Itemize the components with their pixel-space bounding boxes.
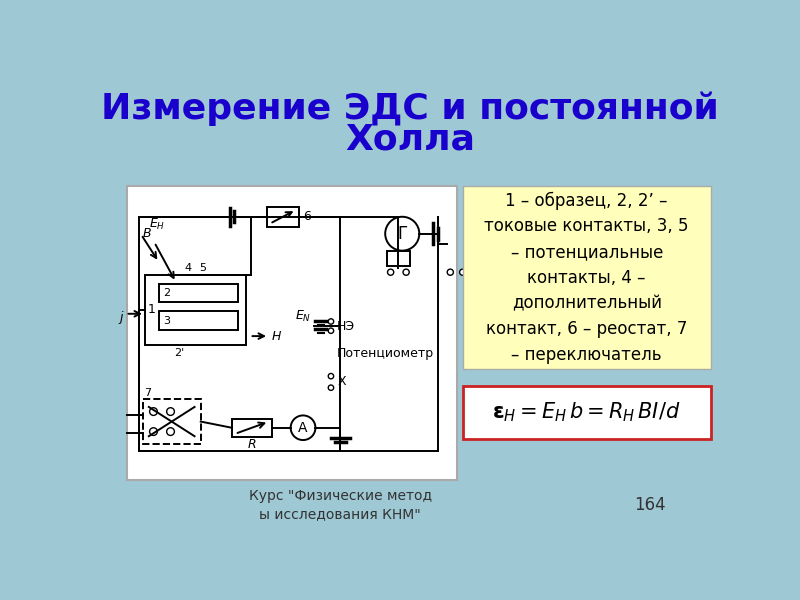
Text: 164: 164 (634, 496, 666, 514)
Text: Потенциометр: Потенциометр (337, 347, 434, 359)
Text: 7: 7 (144, 388, 151, 398)
Circle shape (166, 428, 174, 436)
Circle shape (386, 217, 419, 251)
Text: $E_N$: $E_N$ (295, 310, 311, 325)
Text: 4: 4 (184, 263, 191, 274)
Circle shape (459, 269, 466, 275)
Text: 6: 6 (303, 210, 311, 223)
Text: 1: 1 (148, 304, 156, 316)
Text: H: H (271, 329, 281, 343)
Text: Холла: Холла (345, 123, 475, 157)
Circle shape (387, 269, 394, 275)
Text: Курс "Физические метод
ы исследования КНМ": Курс "Физические метод ы исследования КН… (249, 488, 432, 521)
Text: 3: 3 (163, 316, 170, 326)
Bar (232, 419, 272, 437)
Text: Измерение ЭДС и постоянной: Измерение ЭДС и постоянной (101, 92, 719, 126)
Circle shape (447, 269, 454, 275)
Circle shape (328, 385, 334, 391)
Bar (127, 186, 457, 480)
Text: НЭ: НЭ (337, 320, 355, 332)
Bar (145, 275, 246, 346)
Text: R: R (247, 438, 256, 451)
Text: Х: Х (337, 375, 346, 388)
Circle shape (328, 373, 334, 379)
Circle shape (166, 408, 174, 415)
Circle shape (150, 408, 158, 415)
Circle shape (328, 328, 334, 334)
Text: A: A (298, 421, 308, 435)
Text: j: j (120, 311, 123, 324)
Bar (386, 251, 410, 266)
Text: $\mathbf{\varepsilon}_H = E_H\,b = R_H\,BI/d$: $\mathbf{\varepsilon}_H = E_H\,b = R_H\,… (493, 401, 681, 424)
Bar (159, 311, 238, 330)
Text: 2: 2 (163, 288, 170, 298)
Circle shape (328, 319, 334, 324)
Text: 1 – образец, 2, 2’ –
токовые контакты, 3, 5
– потенциальные
контакты, 4 –
дополн: 1 – образец, 2, 2’ – токовые контакты, 3… (485, 191, 689, 364)
Bar (462, 186, 710, 369)
Bar (142, 399, 201, 444)
Text: B: B (142, 227, 151, 240)
Bar (266, 207, 299, 227)
Text: $E_H$: $E_H$ (149, 217, 165, 232)
Text: 2': 2' (174, 348, 184, 358)
Text: Г: Г (397, 225, 407, 243)
Bar (462, 386, 710, 439)
Circle shape (403, 269, 410, 275)
Bar (159, 284, 238, 302)
Text: 5: 5 (199, 263, 206, 274)
Circle shape (290, 415, 315, 440)
Circle shape (150, 428, 158, 436)
